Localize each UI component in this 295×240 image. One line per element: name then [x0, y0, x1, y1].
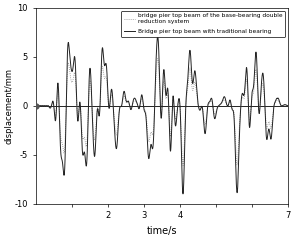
Bridge pier top beam with traditional bearing	[87, 107, 90, 110]
Bridge pier top beam with traditional bearing	[125, 101, 129, 103]
bridge pier top beam of the base-bearing double
reduction system	[267, 120, 271, 123]
Bridge pier top beam with traditional bearing	[181, 192, 185, 195]
bridge pier top beam of the base-bearing double
reduction system	[194, 89, 198, 91]
Legend: bridge pier top beam of the base-bearing double
reduction system, Bridge pier to: bridge pier top beam of the base-bearing…	[121, 11, 285, 37]
Bridge pier top beam with traditional bearing	[156, 35, 160, 38]
Line: Bridge pier top beam with traditional bearing: Bridge pier top beam with traditional be…	[36, 36, 288, 194]
bridge pier top beam of the base-bearing double
reduction system	[87, 106, 90, 109]
Y-axis label: displacement/mm: displacement/mm	[4, 68, 13, 144]
Bridge pier top beam with traditional bearing	[184, 109, 187, 112]
Line: bridge pier top beam of the base-bearing double
reduction system: bridge pier top beam of the base-bearing…	[36, 59, 288, 166]
bridge pier top beam of the base-bearing double
reduction system	[153, 101, 157, 104]
Bridge pier top beam with traditional bearing	[34, 104, 37, 107]
bridge pier top beam of the base-bearing double
reduction system	[181, 164, 185, 167]
Bridge pier top beam with traditional bearing	[153, 100, 157, 102]
bridge pier top beam of the base-bearing double
reduction system	[156, 57, 160, 60]
Bridge pier top beam with traditional bearing	[194, 81, 198, 84]
Bridge pier top beam with traditional bearing	[286, 104, 290, 107]
X-axis label: time/s: time/s	[147, 226, 177, 236]
Bridge pier top beam with traditional bearing	[267, 128, 271, 131]
bridge pier top beam of the base-bearing double
reduction system	[34, 104, 37, 107]
bridge pier top beam of the base-bearing double
reduction system	[184, 108, 187, 110]
bridge pier top beam of the base-bearing double
reduction system	[125, 102, 129, 105]
bridge pier top beam of the base-bearing double
reduction system	[286, 104, 290, 107]
